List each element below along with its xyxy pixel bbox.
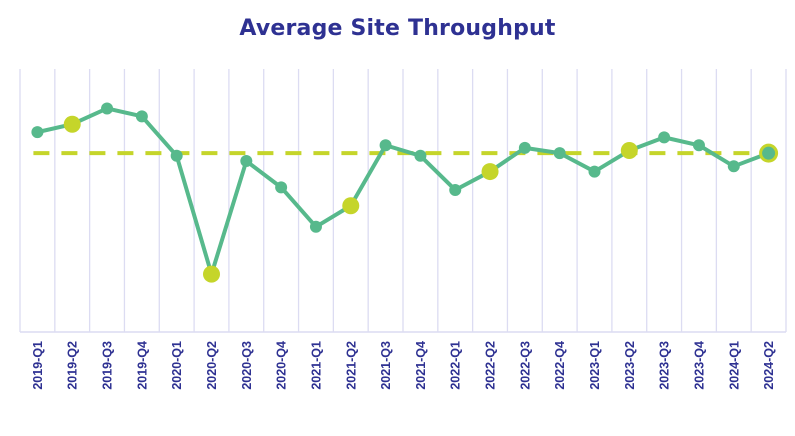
data-point-2019-Q2 [63,115,81,133]
data-point-2022-Q1 [449,183,462,196]
x-tick-label: 2021-Q1 [309,341,323,390]
x-tick-label: 2020-Q2 [205,341,219,390]
data-point-2020-Q4 [275,181,288,194]
x-tick-label: 2021-Q4 [414,341,428,390]
x-axis-labels: 2019-Q1 2019-Q2 2019-Q3 2019-Q4 2020-Q1 2020-… [31,341,776,390]
x-tick-label: 2020-Q1 [170,341,184,390]
data-point-2024-Q1 [727,160,740,173]
data-point-2021-Q1 [309,220,322,233]
data-point-2019-Q3 [101,102,114,115]
data-point-2022-Q3 [518,141,531,154]
x-tick-label: 2024-Q2 [762,341,776,390]
data-point-2021-Q2 [342,197,360,215]
data-point-2020-Q3 [240,155,253,168]
data-point-2023-Q4 [692,139,705,152]
x-tick-label: 2020-Q3 [240,341,254,390]
x-tick-label: 2019-Q2 [66,341,80,390]
data-point-2023-Q1 [588,165,601,178]
data-point-2022-Q2 [481,163,499,181]
data-point-inner [762,146,776,160]
data-points [31,102,779,283]
x-tick-label: 2019-Q3 [101,341,115,390]
chart-title: Average Site Throughput [239,16,556,41]
x-tick-label: 2020-Q4 [275,341,289,390]
x-tick-label: 2021-Q3 [379,341,393,390]
data-point-2023-Q2 [620,142,638,160]
vertical-gridlines [19,69,787,332]
x-tick-label: 2019-Q4 [135,341,149,390]
data-point-2019-Q1 [31,126,44,139]
data-point-2021-Q4 [414,149,427,162]
x-tick-label: 2019-Q1 [31,341,45,390]
data-point-2022-Q4 [553,147,566,160]
data-point-2020-Q1 [170,149,183,162]
x-tick-label: 2022-Q1 [449,341,463,390]
series-line [36,106,770,277]
x-tick-label: 2024-Q1 [727,341,741,390]
x-tick-label: 2022-Q4 [553,341,567,390]
x-tick-label: 2023-Q3 [658,341,672,390]
data-point-2023-Q3 [658,131,671,144]
x-tick-label: 2022-Q2 [484,341,498,390]
data-point-2021-Q3 [379,139,392,152]
data-point-2019-Q4 [135,110,148,123]
x-tick-label: 2022-Q3 [518,341,532,390]
x-tick-label: 2023-Q4 [692,341,706,390]
x-tick-label: 2023-Q2 [623,341,637,390]
data-point-2020-Q2 [203,265,220,283]
x-tick-label: 2021-Q2 [344,341,358,390]
x-tick-label: 2023-Q1 [588,341,602,390]
